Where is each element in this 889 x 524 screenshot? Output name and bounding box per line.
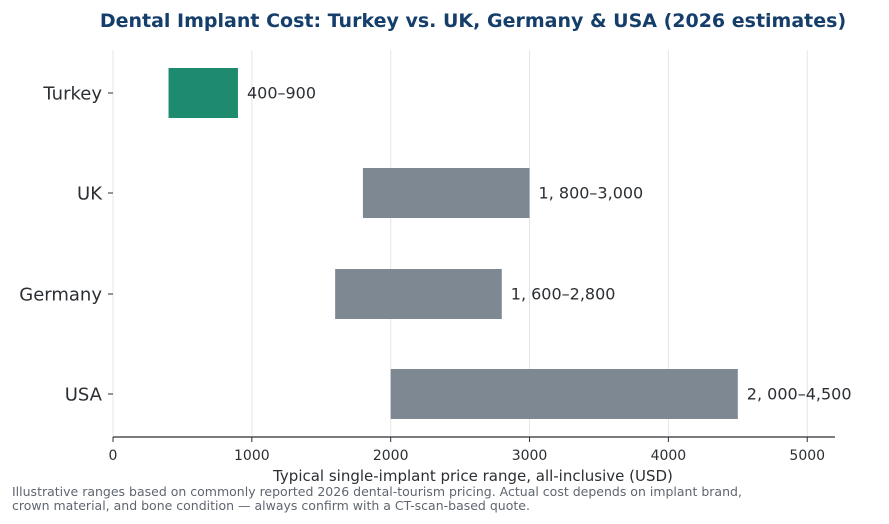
chart-title: Dental Implant Cost: Turkey vs. UK, Germ… [100, 10, 846, 32]
x-tick-label-2000: 2000 [373, 448, 409, 464]
data-label-usa: 2, 000–4,500 [747, 385, 852, 404]
x-tick-label-4000: 4000 [651, 448, 687, 464]
bar-usa [390, 369, 738, 419]
axes: 0 1000 2000 3000 4000 5000 Turkey UK Germany USA [19, 84, 835, 464]
y-tick-label-uk: UK [77, 184, 103, 205]
data-label-germany: 1, 600–2,800 [511, 285, 616, 304]
bar-germany [335, 269, 502, 319]
x-axis-label: Typical single-implant price range, all-… [272, 467, 673, 485]
data-label-uk: 1, 800–3,000 [539, 184, 644, 203]
y-tick-label-germany: Germany [19, 285, 102, 306]
x-tick-label-1000: 1000 [234, 448, 270, 464]
gridlines [112, 50, 808, 437]
x-tick-label-0: 0 [109, 448, 118, 464]
y-tick-label-usa: USA [65, 385, 103, 406]
bar-uk [362, 168, 530, 218]
data-label-turkey: 400–900 [247, 84, 316, 103]
y-tick-label-turkey: Turkey [42, 84, 102, 105]
x-tick-label-5000: 5000 [789, 448, 825, 464]
footnote: Illustrative ranges based on commonly re… [12, 484, 742, 513]
bar-turkey [168, 68, 238, 118]
x-tick-label-3000: 3000 [512, 448, 548, 464]
bars: 400–900 1, 800–3,000 1, 600–2,800 2, 000–4,… [168, 68, 852, 419]
